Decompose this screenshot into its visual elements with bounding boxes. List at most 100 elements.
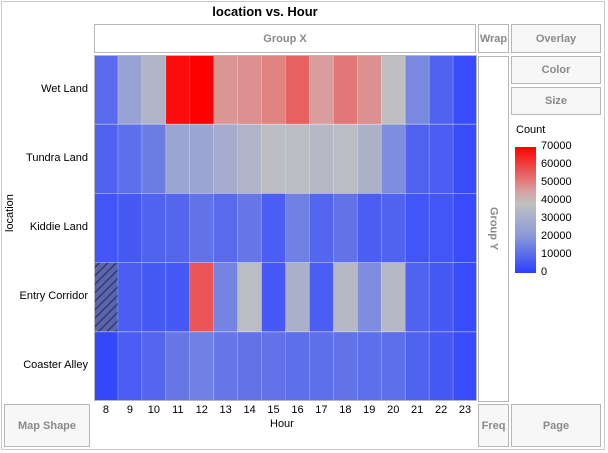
heatmap-cell bbox=[357, 331, 382, 401]
heatmap-cell bbox=[381, 262, 406, 332]
color-label: Color bbox=[541, 64, 571, 76]
overlay-label: Overlay bbox=[535, 32, 577, 45]
y-tick-label: Wet Land bbox=[41, 82, 88, 95]
group-x-label: Group X bbox=[263, 32, 307, 45]
heatmap-cell bbox=[357, 262, 382, 332]
heatmap-cell bbox=[429, 55, 454, 125]
heatmap-cell bbox=[357, 55, 382, 125]
heatmap-cell bbox=[213, 262, 238, 332]
legend-tick-label: 30000 bbox=[541, 212, 572, 224]
y-tick-label: Tundra Land bbox=[26, 151, 88, 164]
x-tick-label: 18 bbox=[339, 404, 352, 416]
heatmap-cell bbox=[117, 55, 142, 125]
heatmap-cell bbox=[213, 55, 238, 125]
heatmap-cell bbox=[309, 55, 334, 125]
heatmap-cell bbox=[189, 262, 214, 332]
overlay-zone[interactable]: Overlay bbox=[511, 24, 601, 53]
heatmap-plot bbox=[94, 55, 477, 401]
color-scale-bar bbox=[515, 147, 536, 273]
y-tick-label: Kiddie Land bbox=[29, 221, 88, 233]
heatmap-cell bbox=[237, 193, 262, 263]
heatmap-cell bbox=[285, 124, 310, 194]
heatmap-cell bbox=[165, 193, 190, 263]
y-tick-label: Coaster Alley bbox=[23, 359, 88, 372]
heatmap-cell bbox=[165, 124, 190, 194]
x-axis-label: Hour bbox=[270, 418, 294, 430]
heatmap-cell bbox=[94, 331, 118, 401]
legend-title: Count bbox=[516, 124, 546, 136]
heatmap-cell bbox=[285, 193, 310, 263]
heatmap-cell bbox=[141, 262, 166, 332]
legend-tick-label: 10000 bbox=[541, 248, 572, 260]
heatmap-cell bbox=[189, 55, 214, 125]
heatmap-cell bbox=[333, 331, 358, 401]
heatmap-cell bbox=[165, 262, 190, 332]
group-y-label: Group Y bbox=[487, 207, 500, 251]
heatmap-cell bbox=[285, 262, 310, 332]
heatmap-cell bbox=[94, 262, 118, 332]
wrap-label: Wrap bbox=[479, 32, 508, 45]
heatmap-cell bbox=[309, 331, 334, 401]
color-zone[interactable]: Color bbox=[511, 56, 601, 84]
heatmap-cell bbox=[405, 331, 430, 401]
heatmap-cell bbox=[117, 331, 142, 401]
heatmap-cell bbox=[117, 193, 142, 263]
legend-tick-label: 0 bbox=[541, 266, 548, 278]
heatmap-cell bbox=[333, 262, 358, 332]
map-shape-zone[interactable]: Map Shape bbox=[4, 404, 90, 447]
heatmap-cell bbox=[309, 262, 334, 332]
heatmap-cell bbox=[309, 193, 334, 263]
heatmap-cell bbox=[429, 331, 454, 401]
heatmap-cell bbox=[261, 331, 286, 401]
map-shape-label: Map Shape bbox=[17, 419, 77, 432]
x-tick-label: 19 bbox=[363, 404, 376, 416]
page-zone[interactable]: Page bbox=[511, 404, 601, 447]
x-tick-label: 9 bbox=[126, 404, 133, 416]
legend-tick-label: 40000 bbox=[541, 194, 572, 206]
size-zone[interactable]: Size bbox=[511, 87, 601, 115]
heatmap-cell bbox=[357, 124, 382, 194]
legend-tick-label: 20000 bbox=[541, 230, 572, 242]
wrap-zone[interactable]: Wrap bbox=[478, 24, 509, 53]
heatmap-cell bbox=[429, 193, 454, 263]
heatmap-cell bbox=[213, 331, 238, 401]
heatmap-cell bbox=[141, 193, 166, 263]
heatmap-cell bbox=[189, 124, 214, 194]
heatmap-cell bbox=[453, 193, 477, 263]
plot-border bbox=[94, 55, 477, 401]
group-x-zone[interactable]: Group X bbox=[94, 24, 476, 53]
heatmap-cell bbox=[453, 55, 477, 125]
x-tick-label: 11 bbox=[172, 404, 184, 416]
heatmap-cell bbox=[141, 124, 166, 194]
chart-title: location vs. Hour bbox=[212, 4, 318, 19]
page-label: Page bbox=[542, 419, 570, 432]
legend-tick-label: 50000 bbox=[541, 176, 572, 188]
y-tick-label: Entry Corridor bbox=[19, 290, 88, 303]
heatmap-cell bbox=[213, 193, 238, 263]
heatmap-cell bbox=[261, 262, 286, 332]
heatmap-cell bbox=[94, 55, 118, 125]
x-tick-label: 21 bbox=[411, 404, 424, 416]
heatmap-cell bbox=[333, 55, 358, 125]
freq-zone[interactable]: Freq bbox=[478, 404, 509, 447]
heatmap-cell bbox=[285, 331, 310, 401]
heatmap-cell bbox=[94, 124, 118, 194]
x-tick-label: 14 bbox=[243, 404, 256, 416]
group-y-zone[interactable]: Group Y bbox=[478, 56, 509, 402]
heatmap-cell bbox=[237, 55, 262, 125]
x-tick-label: 22 bbox=[434, 404, 448, 416]
heatmap-cell bbox=[117, 124, 142, 194]
heatmap-cell bbox=[237, 124, 262, 194]
heatmap-cell bbox=[429, 262, 454, 332]
x-tick-label: 20 bbox=[387, 404, 400, 416]
heatmap-cell bbox=[333, 124, 358, 194]
x-tick-label: 16 bbox=[291, 404, 304, 416]
y-axis-label: location bbox=[4, 194, 16, 232]
size-label: Size bbox=[544, 95, 567, 107]
heatmap-cell bbox=[381, 193, 406, 263]
heatmap-cell bbox=[357, 193, 382, 263]
heatmap-cell bbox=[237, 331, 262, 401]
x-tick-label: 10 bbox=[147, 404, 160, 416]
heatmap-cell bbox=[261, 55, 286, 125]
